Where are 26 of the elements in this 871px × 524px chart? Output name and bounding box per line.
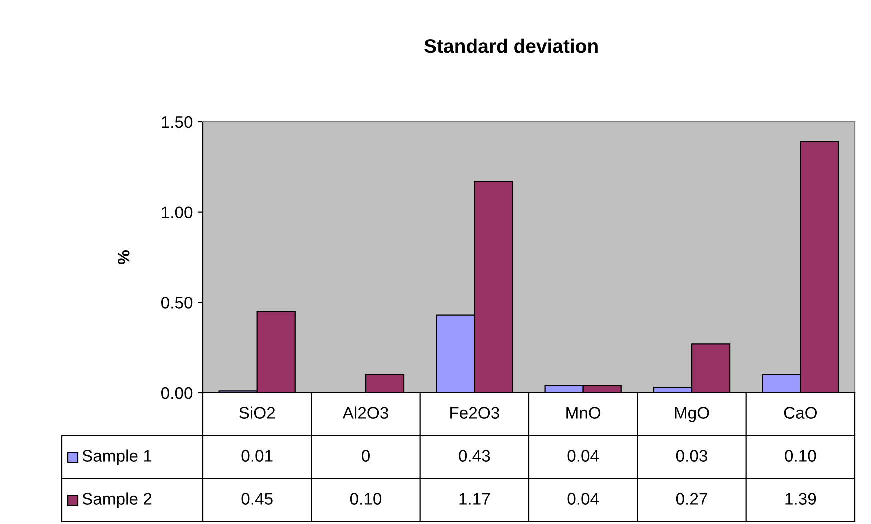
data-label: 0.04 <box>568 493 600 505</box>
x-tick-label: MnO <box>566 407 601 419</box>
y-tick-label: 1.50 <box>162 116 193 128</box>
legend-label: Sample 1 <box>82 450 152 466</box>
x-tick-label: Fe2O3 <box>450 407 500 419</box>
data-label: 0.10 <box>785 450 816 462</box>
data-label: 1.39 <box>786 493 816 505</box>
data-label: 0.03 <box>676 450 708 462</box>
data-label: 0.45 <box>242 493 273 505</box>
x-tick-label: Al2O3 <box>342 406 388 419</box>
chart-title: Standard deviation <box>424 38 598 54</box>
data-label: 1.17 <box>460 493 490 505</box>
data-label: 0.01 <box>242 450 273 462</box>
data-label: 0.43 <box>459 450 490 462</box>
x-tick-label: SiO2 <box>240 406 276 419</box>
y-tick-label: 0.50 <box>161 297 193 309</box>
data-label: 0.04 <box>568 450 600 462</box>
legend-label: Sample 2 <box>82 492 152 508</box>
y-tick-label: 0.00 <box>161 387 193 400</box>
data-label: 0.27 <box>676 493 708 505</box>
x-tick-label: CaO <box>784 407 818 419</box>
x-tick-label: MgO <box>675 407 710 422</box>
data-label: 0.10 <box>350 493 382 505</box>
y-tick-label: 1.00 <box>162 206 193 219</box>
data-label: 0 <box>362 450 370 462</box>
y-axis-title: % <box>118 250 130 264</box>
